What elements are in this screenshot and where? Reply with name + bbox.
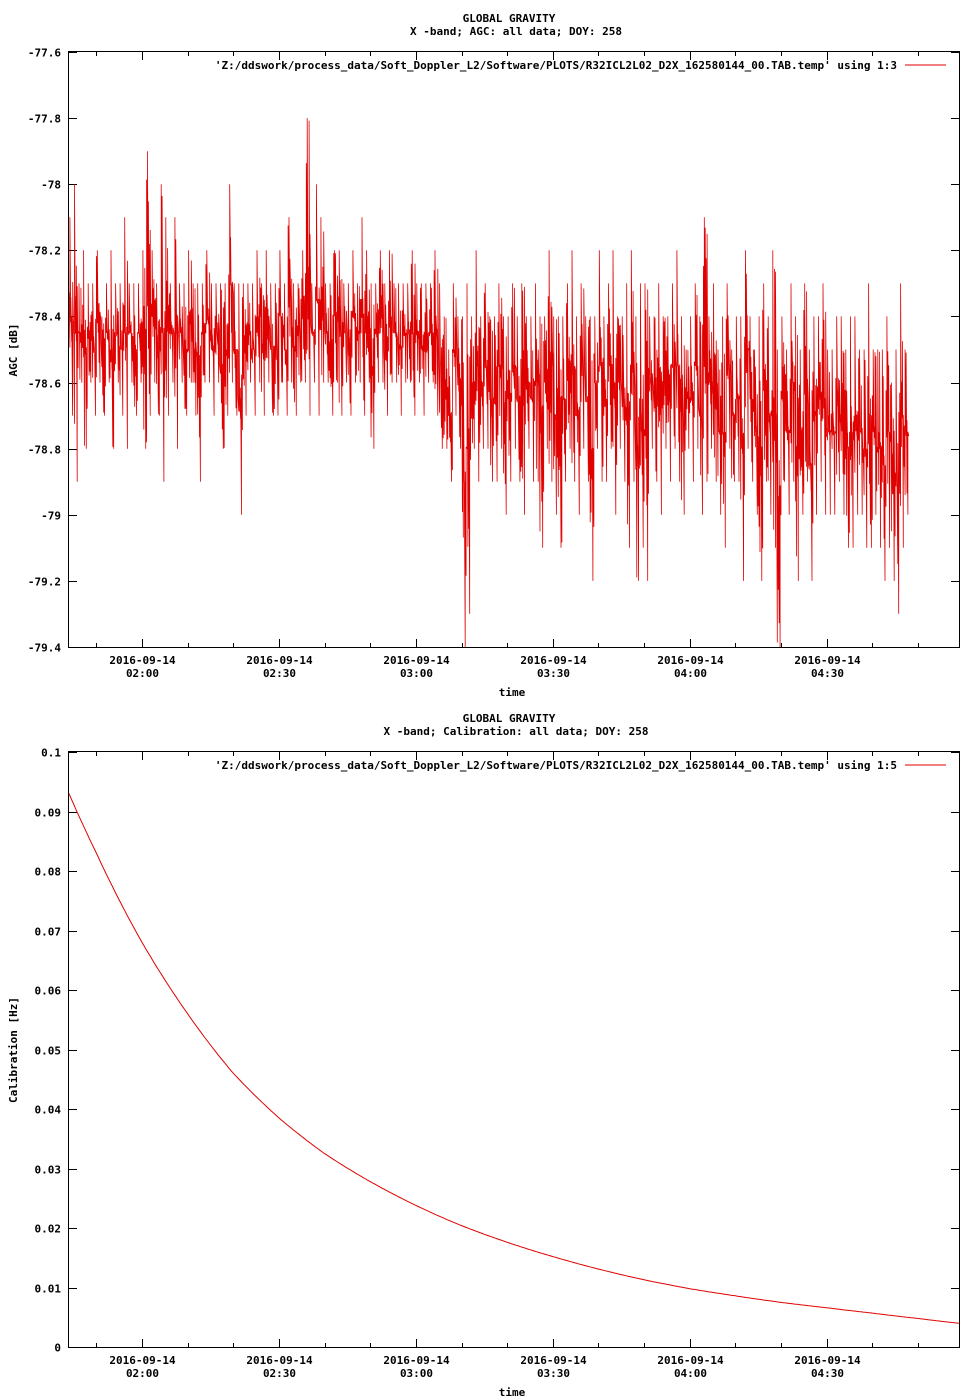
calibration-ytick-label: 0.1 (41, 747, 61, 760)
calibration-plot-frame (68, 751, 960, 1348)
agc-ytick-label: -79.2 (28, 576, 61, 589)
agc-x-ticks: 2016-09-1402:002016-09-1402:302016-09-14… (96, 52, 919, 680)
calibration-xtick-time-label: 03:00 (400, 1367, 433, 1380)
agc-ytick-label: -78.6 (28, 378, 61, 391)
calibration-xtick-date-label: 2016-09-14 (383, 1354, 450, 1367)
agc-series-line (68, 118, 910, 648)
calibration-ytick-label: 0.04 (35, 1104, 62, 1117)
agc-chart: GLOBAL GRAVITY X -band; AGC: all data; D… (7, 12, 960, 699)
calibration-xtick-time-label: 02:00 (126, 1367, 159, 1380)
calibration-x-axis-label: time (499, 1386, 526, 1399)
agc-xtick-time-label: 02:30 (263, 667, 296, 680)
calibration-xtick-time-label: 04:00 (674, 1367, 707, 1380)
calibration-x-ticks: 2016-09-1402:002016-09-1402:302016-09-14… (96, 752, 919, 1380)
calibration-ytick-label: 0.03 (35, 1164, 62, 1177)
agc-xtick-date-label: 2016-09-14 (109, 654, 176, 667)
agc-xtick-date-label: 2016-09-14 (520, 654, 587, 667)
agc-series (68, 118, 910, 648)
calibration-ytick-label: 0.07 (35, 926, 62, 939)
agc-xtick-time-label: 04:00 (674, 667, 707, 680)
agc-ytick-label: -78 (41, 179, 61, 192)
calibration-y-axis-label: Calibration [Hz] (7, 997, 20, 1103)
agc-chart-title: GLOBAL GRAVITY (463, 12, 556, 25)
agc-ytick-label: -77.6 (28, 47, 61, 60)
calibration-ytick-label: 0.08 (35, 866, 62, 879)
calibration-y-ticks: 0 0.01 0.02 0.03 0.04 0.05 0.06 0.07 0.08 0.09 0.1 (35, 747, 959, 1355)
calibration-chart-subtitle: X -band; Calibration: all data; DOY: 258 (384, 725, 649, 738)
agc-ytick-label: -77.8 (28, 113, 61, 126)
agc-xtick-date-label: 2016-09-14 (794, 654, 861, 667)
agc-xtick-time-label: 03:00 (400, 667, 433, 680)
agc-xtick-date-label: 2016-09-14 (657, 654, 724, 667)
calibration-chart: GLOBAL GRAVITY X -band; Calibration: all… (7, 712, 960, 1399)
calibration-series (68, 793, 960, 1324)
agc-legend-label: 'Z:/ddswork/process_data/Soft_Doppler_L2… (215, 59, 897, 72)
calibration-ytick-label: 0 (54, 1342, 61, 1355)
agc-xtick-date-label: 2016-09-14 (383, 654, 450, 667)
calibration-series-line (68, 793, 960, 1324)
calibration-ytick-label: 0.05 (35, 1045, 62, 1058)
agc-ytick-label: -78.2 (28, 245, 61, 258)
calibration-ytick-label: 0.02 (35, 1223, 62, 1236)
agc-xtick-time-label: 02:00 (126, 667, 159, 680)
agc-y-axis-label: AGC [dB] (7, 324, 20, 377)
agc-y-ticks: -77.6 -77.8 -78 -78.2 -78.4 -78.6 -78.8 -79 -79.… (28, 47, 959, 655)
agc-plot-frame (68, 51, 960, 648)
calibration-ytick-label: 0.09 (35, 807, 62, 820)
calibration-xtick-time-label: 03:30 (537, 1367, 570, 1380)
calibration-xtick-date-label: 2016-09-14 (520, 1354, 587, 1367)
calibration-chart-title: GLOBAL GRAVITY (463, 712, 556, 725)
agc-ytick-label: -78.4 (28, 311, 61, 324)
agc-xtick-time-label: 04:30 (811, 667, 844, 680)
agc-chart-subtitle: X -band; AGC: all data; DOY: 258 (410, 25, 622, 38)
calibration-xtick-date-label: 2016-09-14 (794, 1354, 861, 1367)
agc-ytick-label: -79 (41, 510, 61, 523)
calibration-xtick-date-label: 2016-09-14 (246, 1354, 313, 1367)
calibration-ytick-label: 0.01 (35, 1283, 62, 1296)
calibration-xtick-time-label: 02:30 (263, 1367, 296, 1380)
calibration-xtick-date-label: 2016-09-14 (657, 1354, 724, 1367)
agc-xtick-date-label: 2016-09-14 (246, 654, 313, 667)
calibration-xtick-time-label: 04:30 (811, 1367, 844, 1380)
agc-ytick-label: -79.4 (28, 642, 61, 655)
agc-ytick-label: -78.8 (28, 444, 61, 457)
calibration-legend-label: 'Z:/ddswork/process_data/Soft_Doppler_L2… (215, 759, 897, 772)
calibration-ytick-label: 0.06 (35, 985, 62, 998)
agc-x-axis-label: time (499, 686, 526, 699)
calibration-xtick-date-label: 2016-09-14 (109, 1354, 176, 1367)
agc-xtick-time-label: 03:30 (537, 667, 570, 680)
